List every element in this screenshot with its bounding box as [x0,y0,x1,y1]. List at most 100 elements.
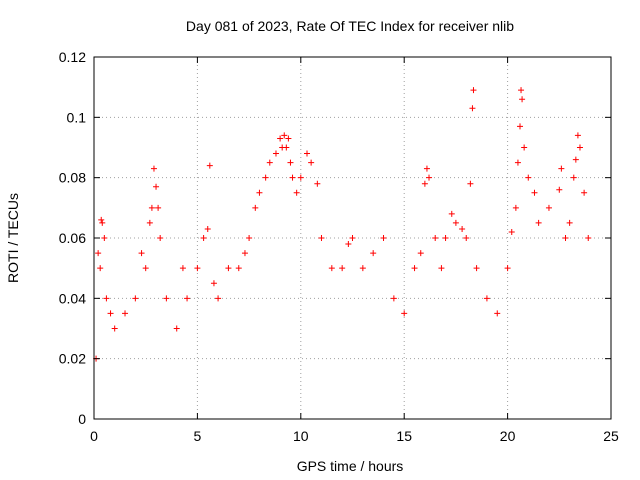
data-point [452,219,459,226]
data-point [285,135,292,142]
data-point [585,235,592,241]
data-point [574,132,581,139]
data-point [448,210,455,217]
data-point [157,235,164,241]
data-point [463,235,470,241]
data-point [293,189,300,196]
data-point [99,219,106,226]
chart-title: Day 081 of 2023, Rate Of TEC Index for r… [186,18,514,34]
data-point [459,225,466,232]
data-point [146,219,153,226]
data-point [521,144,528,151]
y-tick-label: 0.04 [59,290,86,306]
data-point [150,165,157,172]
data-point [370,250,377,257]
axis-ticks: 0 5 10 15 20 25 0 0.02 0.04 0.06 0.08 0.1 0.12 [59,49,619,444]
data-point [380,235,387,241]
y-tick-label: 0.1 [67,109,87,125]
data-point [179,265,186,272]
data-point [572,156,579,163]
data-point [514,159,521,166]
data-point [349,235,356,241]
data-point [153,183,160,190]
data-point [163,295,170,302]
data-point [289,174,296,181]
data-point [359,265,366,272]
data-point [283,144,290,151]
data-point [517,123,524,130]
data-point [277,135,284,142]
data-point [194,265,201,272]
data-points [93,87,592,362]
data-point [97,265,104,272]
data-point [556,186,563,193]
data-point [314,180,321,187]
data-point [545,204,552,211]
data-point [339,265,346,272]
data-point [438,265,445,272]
data-point [318,235,325,241]
data-point [266,159,273,166]
y-tick-label: 0 [78,411,86,427]
data-point [210,280,217,287]
data-point [512,204,519,211]
data-point [469,105,476,112]
x-tick-label: 20 [500,428,516,444]
data-point [576,144,583,151]
data-point [504,265,511,272]
data-point [241,250,248,257]
data-point [111,325,118,332]
data-point [308,159,315,166]
data-point [401,310,408,317]
data-point [304,150,311,157]
data-point [566,219,573,226]
data-point [272,150,279,157]
data-point [390,295,397,302]
x-axis-label: GPS time / hours [297,458,404,474]
data-point [494,310,501,317]
data-point [103,295,110,302]
data-point [423,165,430,172]
data-point [345,241,352,248]
data-point [442,235,449,241]
x-tick-label: 0 [90,428,98,444]
data-point [148,204,155,211]
data-point [101,235,108,241]
data-point [215,295,222,302]
data-point [328,265,335,272]
data-point [473,265,480,272]
x-tick-label: 10 [293,428,309,444]
data-point [281,132,288,139]
x-tick-label: 15 [396,428,412,444]
y-tick-label: 0.06 [59,230,86,246]
data-point [535,219,542,226]
data-point [204,225,211,232]
y-axis-label: ROTI / TECUs [5,193,21,283]
data-point [132,295,139,302]
data-point [581,189,588,196]
data-point [246,235,253,241]
data-point [155,204,162,211]
data-point [558,165,565,172]
data-point [467,180,474,187]
data-point [98,216,105,223]
data-point [421,180,428,187]
y-tick-label: 0.02 [59,351,86,367]
data-point [519,96,526,103]
data-point [411,265,418,272]
data-point [262,174,269,181]
data-point [570,174,577,181]
grid [94,57,611,419]
data-point [173,325,180,332]
data-point [525,174,532,181]
data-point [138,250,145,257]
y-tick-label: 0.08 [59,170,86,186]
y-tick-label: 0.12 [59,49,86,65]
data-point [470,87,477,94]
data-point [184,295,191,302]
data-point [95,250,102,257]
data-point [252,204,259,211]
data-point [508,228,515,235]
x-tick-label: 5 [194,428,202,444]
data-point [417,250,424,257]
